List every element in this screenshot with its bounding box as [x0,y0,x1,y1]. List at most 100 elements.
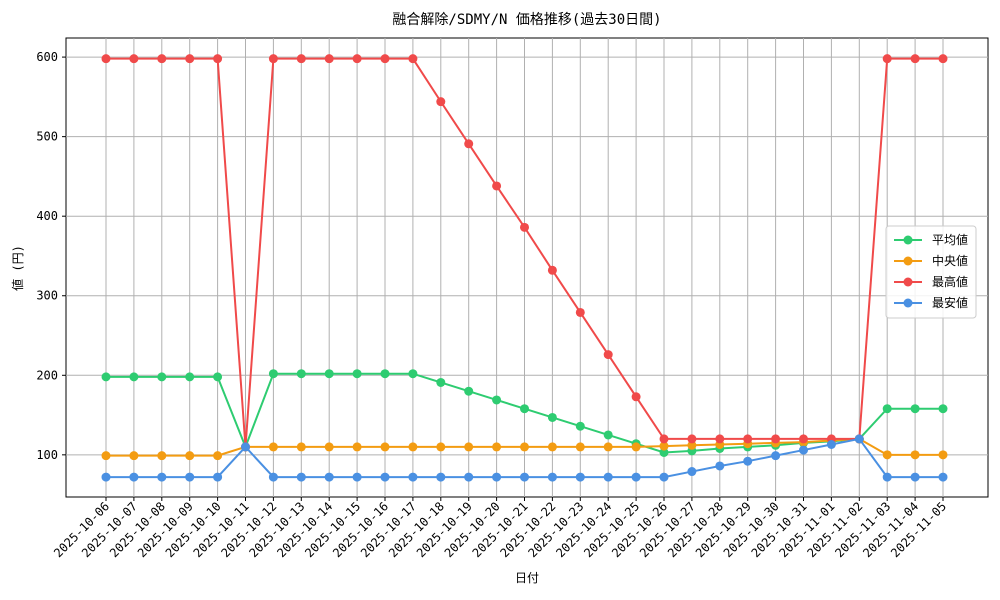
point [687,440,697,450]
point [603,350,613,360]
point [296,369,306,379]
point [380,54,390,64]
point [910,54,920,64]
point [771,451,781,461]
point [324,472,334,482]
point [882,54,892,64]
point [436,97,446,107]
point [464,139,474,149]
y-axis-label: 値 (円) [10,245,25,291]
point [213,372,223,382]
point [826,439,836,449]
point [380,472,390,482]
point [101,372,111,382]
point [799,445,808,455]
point [547,265,557,275]
point [213,472,223,482]
y-tick-label: 500 [36,130,58,144]
point [352,472,362,482]
legend-label: 最高値 [932,274,968,289]
legend-marker [903,277,913,287]
x-axis-label: 日付 [515,571,539,585]
point [882,472,892,482]
point [129,54,139,64]
point [687,434,697,444]
point [408,369,418,379]
point [129,372,139,382]
point [157,372,167,382]
point [408,472,418,482]
point [268,442,278,452]
point [213,54,223,64]
point [408,442,418,452]
point [799,434,808,444]
point [492,472,502,482]
point [492,442,502,452]
point [631,442,641,452]
point [185,472,195,482]
point [520,472,529,482]
point [715,434,725,444]
point [436,442,446,452]
point [547,442,557,452]
point [408,54,418,64]
point [659,441,669,451]
point [380,442,390,452]
point [352,442,362,452]
point [129,472,139,482]
point [268,369,278,379]
legend-label: 最安値 [932,295,968,310]
point [882,450,892,460]
point [185,451,195,461]
y-tick-label: 300 [36,289,58,303]
point [241,442,250,452]
point [324,442,334,452]
legend-label: 平均値 [932,232,968,247]
point [324,54,334,64]
point [296,472,306,482]
point [659,472,669,482]
point [938,450,948,460]
point [603,472,613,482]
point [743,434,753,444]
point [771,434,781,444]
point [687,467,697,477]
point [575,421,585,431]
point [659,447,669,457]
point [380,369,390,379]
point [324,369,334,379]
point [743,456,753,466]
point [520,404,529,414]
point [547,412,557,422]
y-tick-label: 400 [36,209,58,223]
point [659,434,669,444]
y-tick-label: 200 [36,368,58,382]
legend-marker [903,256,913,266]
point [185,372,195,382]
point [268,472,278,482]
point [882,404,892,414]
chart-title: 融合解除/SDMY/N 価格推移(過去30日間) [392,12,661,28]
point [910,450,920,460]
point [157,451,167,461]
point [352,54,362,64]
point [185,54,195,64]
point [464,472,474,482]
point [436,472,446,482]
point [575,472,585,482]
point [296,442,306,452]
point [464,442,474,452]
point [603,442,613,452]
point [101,54,111,64]
point [575,307,585,317]
point [101,472,111,482]
point [520,222,529,232]
point [520,442,529,452]
y-tick-label: 600 [36,50,58,64]
point [101,451,111,461]
point [910,472,920,482]
point [436,377,446,387]
point [352,369,362,379]
